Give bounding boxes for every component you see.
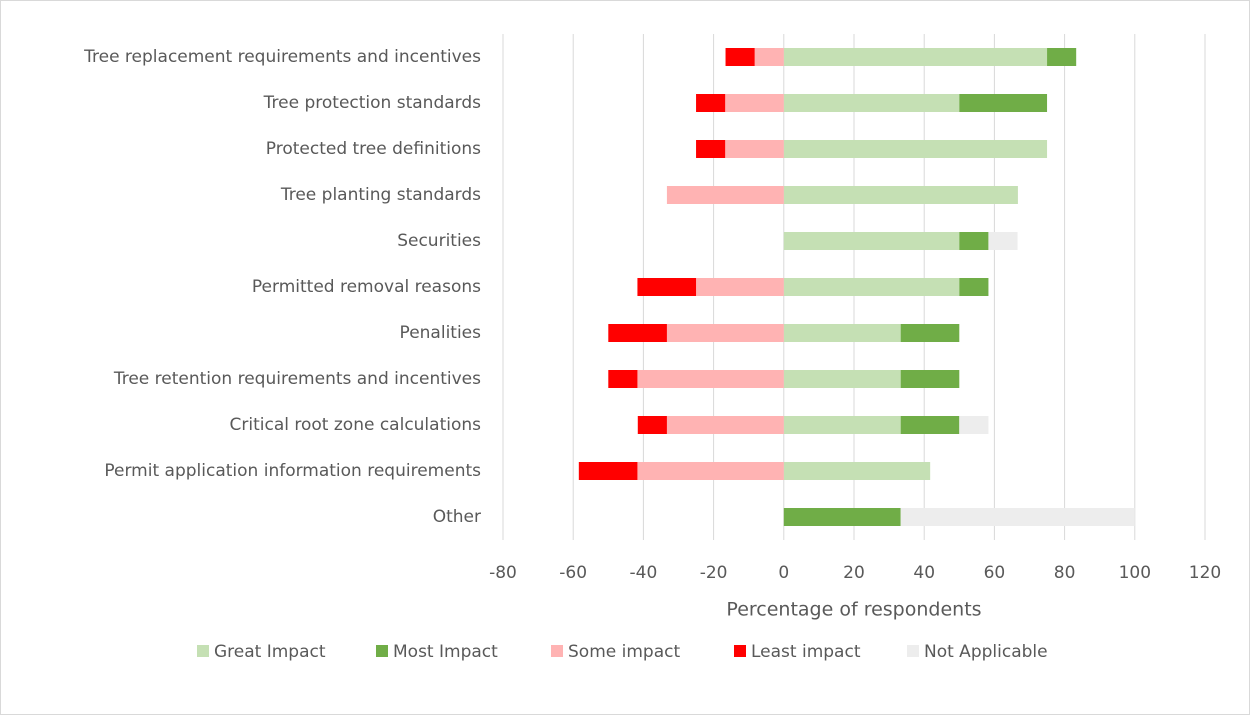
x-axis-title: Percentage of respondents	[726, 599, 981, 621]
bar-segment	[754, 48, 784, 66]
category-label: Securities	[397, 231, 481, 251]
bar-segment	[637, 462, 784, 480]
bar-segment	[696, 94, 726, 112]
bar-segment	[666, 416, 784, 434]
legend-label: Most Impact	[393, 642, 498, 662]
bar-segment	[783, 94, 960, 112]
x-tick-label: 120	[1189, 563, 1221, 583]
legend-label: Some impact	[568, 642, 680, 662]
bar-segment	[666, 324, 784, 342]
x-tick-label: -60	[559, 563, 587, 583]
bar-segment	[783, 508, 901, 526]
x-tick-label: 0	[778, 563, 789, 583]
bar-segment	[959, 232, 989, 250]
x-tick-label: 40	[913, 563, 935, 583]
bar-segment	[783, 370, 901, 388]
category-label: Tree replacement requirements and incent…	[83, 47, 481, 67]
category-label: Tree retention requirements and incentiv…	[113, 369, 481, 389]
legend-label: Not Applicable	[924, 642, 1048, 662]
category-label: Other	[433, 507, 481, 527]
x-tick-label: 60	[984, 563, 1006, 583]
bar-segment	[725, 48, 755, 66]
bar-segment	[608, 324, 667, 342]
bar-segment	[1047, 48, 1077, 66]
legend-swatch	[734, 645, 746, 657]
category-label: Permit application information requireme…	[104, 461, 481, 481]
category-label: Penalities	[400, 323, 482, 343]
bar-segment	[900, 508, 1135, 526]
bar-segment	[959, 94, 1048, 112]
bar-segment	[696, 140, 726, 158]
bar-segment	[783, 140, 1048, 158]
x-tick-label: -80	[489, 563, 517, 583]
bar-segment	[637, 370, 784, 388]
bar-segment	[783, 462, 931, 480]
x-tick-label: 100	[1119, 563, 1151, 583]
bar-segment	[725, 94, 784, 112]
x-tick-label: -40	[630, 563, 658, 583]
legend-swatch	[551, 645, 563, 657]
bar-segment	[608, 370, 638, 388]
x-tick-label: 80	[1054, 563, 1076, 583]
category-label: Protected tree definitions	[266, 139, 481, 159]
bar-segment	[988, 232, 1018, 250]
bar-segment	[783, 324, 901, 342]
bar-segment	[900, 324, 960, 342]
bar-segment	[959, 416, 989, 434]
bar-segment	[725, 140, 784, 158]
bar-segment	[696, 278, 784, 296]
bar-segment	[666, 186, 784, 204]
bar-segment	[637, 278, 697, 296]
bar-segment	[783, 416, 901, 434]
bar-segment	[783, 48, 1048, 66]
bar-segment	[578, 462, 638, 480]
bar-segment	[900, 370, 960, 388]
legend-swatch	[376, 645, 388, 657]
legend-label: Least impact	[751, 642, 861, 662]
bar-segment	[637, 416, 667, 434]
category-label: Critical root zone calculations	[230, 415, 482, 435]
bar-segment	[959, 278, 989, 296]
x-tick-label: 20	[843, 563, 865, 583]
bar-segment	[783, 278, 960, 296]
bar-segment	[900, 416, 960, 434]
legend-swatch	[907, 645, 919, 657]
x-tick-label: -20	[700, 563, 728, 583]
category-label: Tree planting standards	[280, 185, 481, 205]
category-label: Tree protection standards	[263, 93, 481, 113]
legend-label: Great Impact	[214, 642, 326, 662]
bar-segment	[783, 232, 960, 250]
legend-swatch	[197, 645, 209, 657]
category-label: Permitted removal reasons	[252, 277, 481, 297]
bar-segment	[783, 186, 1018, 204]
